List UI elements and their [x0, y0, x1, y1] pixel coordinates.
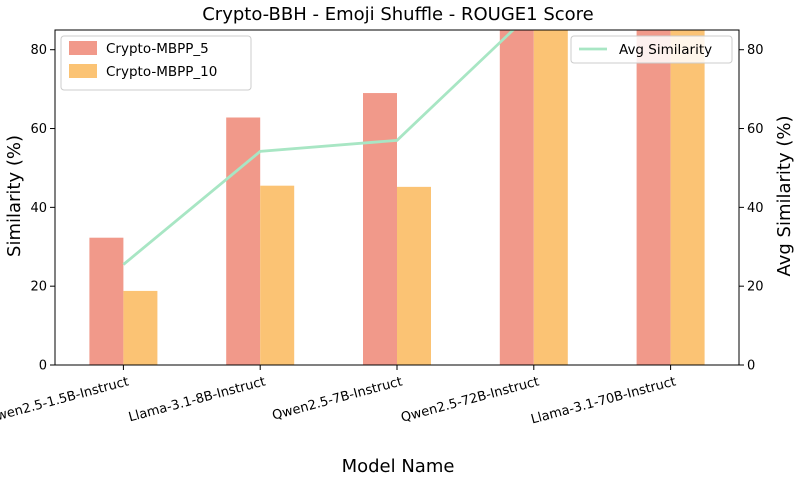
legend-right-box: [570, 35, 733, 64]
legend-right-label-0: Avg Similarity: [619, 42, 712, 58]
bars-layer: [89, 30, 705, 366]
y-tick-label-40: 40: [30, 201, 47, 216]
legend-swatch-0: [69, 41, 97, 55]
bar-crypto-mbpp-10-0: [123, 290, 158, 365]
y-tick-label-80: 80: [30, 43, 47, 58]
bar-crypto-mbpp-10-4: [670, 30, 705, 365]
bar-crypto-mbpp-10-1: [260, 185, 295, 365]
legend-swatch-1: [69, 64, 97, 78]
bar-crypto-mbpp-5-0: [89, 237, 124, 365]
bar-crypto-mbpp-5-4: [636, 30, 671, 365]
y2-tick-label-20: 20: [747, 280, 764, 295]
y-tick-label-60: 60: [30, 122, 47, 137]
legend-right: Avg Similarity: [570, 35, 733, 64]
x-tick-label-1: Llama-3.1-8B-Instruct: [127, 374, 267, 425]
bar-crypto-mbpp-10-2: [397, 186, 431, 365]
y2-tick-label-40: 40: [747, 201, 764, 216]
y2-tick-label-60: 60: [747, 122, 764, 137]
bar-crypto-mbpp-10-3: [533, 30, 568, 365]
bar-crypto-mbpp-5-3: [499, 30, 534, 365]
legend-label-0: Crypto-MBPP_5: [106, 41, 209, 57]
line-layer: [122, 30, 516, 266]
y2-tick-label-80: 80: [747, 43, 764, 58]
x-tick-label-4: Llama-3.1-70B-Instruct: [529, 374, 677, 427]
legend-left: Crypto-MBPP_5 Crypto-MBPP_10: [60, 35, 252, 91]
legend-label-1: Crypto-MBPP_10: [106, 64, 217, 80]
chart-title: Crypto-BBH - Emoji Shuffle - ROUGE1 Scor…: [202, 4, 594, 25]
y2-tick-label-0: 0: [747, 359, 755, 374]
x-axis-label: Model Name: [342, 456, 455, 477]
bar-crypto-mbpp-5-2: [363, 93, 397, 365]
x-tick-label-0: Qwen2.5-1.5B-Instruct: [0, 374, 130, 426]
x-tick-label-3: Qwen2.5-72B-Instruct: [399, 374, 540, 425]
y-axis-label: Similarity (%): [4, 135, 25, 257]
bar-crypto-mbpp-5-1: [226, 117, 261, 366]
y2-axis-label: Avg Similarity (%): [774, 115, 795, 276]
line-avg-similarity: [122, 30, 516, 266]
x-tick-label-2: Qwen2.5-7B-Instruct: [271, 374, 404, 423]
y-tick-label-0: 0: [39, 359, 47, 374]
y-tick-label-20: 20: [30, 280, 47, 295]
legend-left-box: [60, 35, 252, 91]
